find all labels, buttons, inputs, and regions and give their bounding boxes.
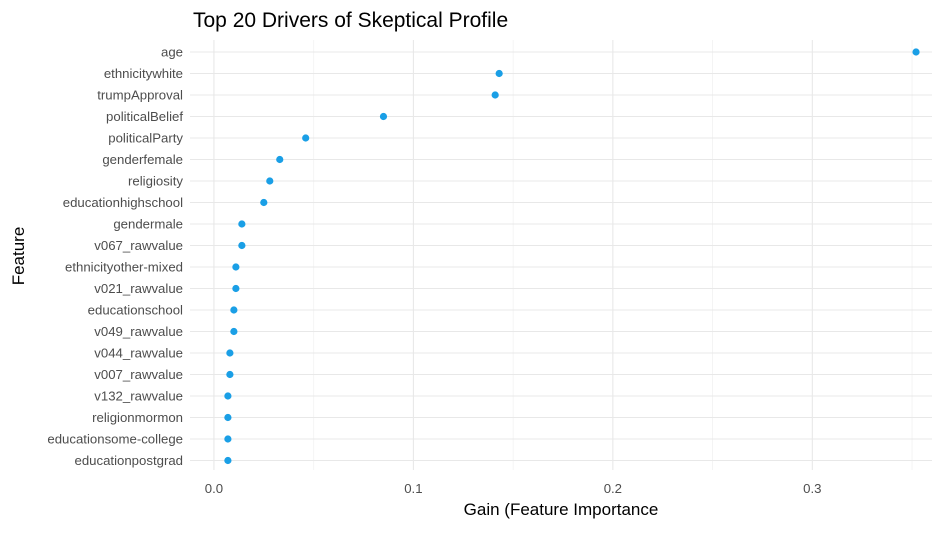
data-point — [224, 456, 232, 465]
y-tick-label: religionmormon — [92, 410, 183, 425]
x-tick-label: 0.1 — [404, 481, 422, 496]
x-tick-label: 0.3 — [803, 481, 821, 496]
y-tick-labels: age ethnicitywhite trumpApproval politicalB… — [47, 45, 183, 469]
data-point — [495, 69, 503, 78]
data-point — [912, 48, 920, 56]
y-tick-label: genderfemale — [102, 152, 183, 167]
chart-title: Top 20 Drivers of Skeptical Profile — [193, 9, 508, 32]
y-tick-label: v067_rawvalue — [94, 238, 183, 253]
data-point — [226, 349, 234, 357]
data-point — [302, 134, 310, 142]
data-point — [238, 241, 246, 250]
y-tick-label: religiosity — [128, 174, 183, 189]
x-axis-label: Gain (Feature Importance — [464, 500, 659, 519]
data-point — [224, 413, 232, 422]
y-tick-label: ethnicityother-mixed — [65, 260, 183, 275]
x-tick-label: 0.0 — [205, 481, 223, 496]
y-tick-label: gendermale — [113, 217, 183, 232]
data-point — [238, 220, 246, 228]
data-point — [266, 177, 274, 185]
y-tick-label: politicalBelief — [106, 109, 183, 124]
data-point — [379, 112, 388, 121]
y-tick-label: educationhighschool — [63, 195, 183, 210]
data-point — [232, 284, 240, 293]
y-tick-label: ethnicitywhite — [104, 66, 183, 81]
y-tick-label: educationpostgrad — [74, 453, 183, 468]
data-point — [226, 370, 234, 379]
data-point — [232, 263, 240, 271]
data-point — [224, 435, 232, 443]
data-points — [224, 48, 920, 465]
y-tick-label: educationsome-college — [47, 432, 183, 447]
y-tick-label: age — [161, 45, 183, 60]
y-tick-label: politicalParty — [108, 131, 183, 146]
data-point — [276, 155, 284, 164]
grid-layer — [190, 40, 932, 470]
data-point — [224, 392, 232, 400]
x-tick-labels: 0.0 0.1 0.2 0.3 — [205, 481, 822, 496]
data-point — [230, 306, 238, 314]
y-tick-label: v007_rawvalue — [94, 367, 183, 382]
data-point — [260, 198, 268, 207]
y-tick-label: v049_rawvalue — [94, 324, 183, 339]
y-tick-label: educationschool — [88, 303, 183, 318]
y-tick-label: v132_rawvalue — [94, 389, 183, 404]
y-tick-label: trumpApproval — [97, 88, 183, 103]
data-point — [491, 91, 499, 99]
y-tick-label: v021_rawvalue — [94, 281, 183, 296]
data-point — [230, 327, 238, 336]
x-tick-label: 0.2 — [604, 481, 622, 496]
y-tick-label: v044_rawvalue — [94, 346, 183, 361]
y-axis-label: Feature — [9, 227, 28, 286]
